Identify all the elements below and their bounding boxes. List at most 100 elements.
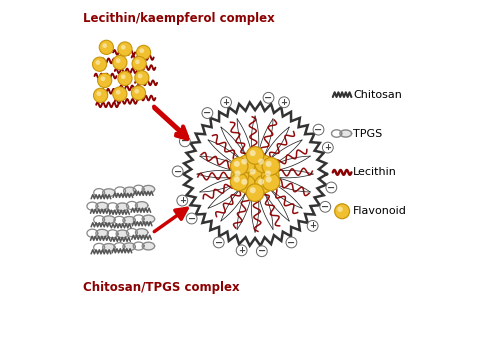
Text: −: − <box>258 246 266 256</box>
Circle shape <box>138 74 142 78</box>
Polygon shape <box>102 244 115 251</box>
Circle shape <box>180 136 190 147</box>
Text: −: − <box>321 202 330 212</box>
Circle shape <box>241 179 248 185</box>
Circle shape <box>246 165 264 183</box>
Circle shape <box>266 176 272 183</box>
Circle shape <box>96 91 102 96</box>
Text: −: − <box>188 214 196 223</box>
Circle shape <box>94 88 108 102</box>
Circle shape <box>231 167 248 185</box>
Circle shape <box>118 71 132 86</box>
Polygon shape <box>102 216 115 223</box>
Polygon shape <box>102 189 115 196</box>
Text: −: − <box>314 125 322 135</box>
Text: +: + <box>179 196 186 205</box>
Circle shape <box>100 76 105 81</box>
Polygon shape <box>142 242 154 250</box>
Circle shape <box>132 56 146 71</box>
Text: −: − <box>214 238 223 247</box>
Polygon shape <box>96 230 108 237</box>
Circle shape <box>135 59 140 64</box>
Circle shape <box>230 158 248 175</box>
Polygon shape <box>142 215 154 223</box>
Circle shape <box>265 170 271 176</box>
Circle shape <box>241 159 248 165</box>
Circle shape <box>116 90 120 95</box>
Circle shape <box>250 187 256 193</box>
Circle shape <box>313 124 324 135</box>
Text: Flavonoid: Flavonoid <box>353 206 407 216</box>
Circle shape <box>334 204 349 219</box>
Polygon shape <box>124 187 136 195</box>
Text: +: + <box>309 221 316 231</box>
Circle shape <box>262 173 280 191</box>
Circle shape <box>258 159 264 165</box>
Circle shape <box>262 158 280 175</box>
Circle shape <box>220 97 232 108</box>
Circle shape <box>113 87 127 101</box>
Circle shape <box>134 71 149 85</box>
Circle shape <box>102 43 107 48</box>
Circle shape <box>234 161 240 167</box>
Circle shape <box>234 170 240 176</box>
Circle shape <box>113 55 127 70</box>
Circle shape <box>322 142 334 153</box>
Circle shape <box>100 40 114 54</box>
Text: Chitosan/TPGS complex: Chitosan/TPGS complex <box>82 281 239 294</box>
Text: TPGS: TPGS <box>353 128 382 139</box>
Text: −: − <box>174 166 182 176</box>
Text: +: + <box>324 143 332 152</box>
Circle shape <box>140 48 144 53</box>
Circle shape <box>186 213 197 224</box>
Circle shape <box>92 57 106 71</box>
Circle shape <box>214 237 224 248</box>
Circle shape <box>172 166 183 177</box>
Circle shape <box>234 176 240 183</box>
Polygon shape <box>136 229 148 236</box>
Text: +: + <box>238 246 245 255</box>
Circle shape <box>254 155 272 173</box>
Circle shape <box>286 237 297 248</box>
Circle shape <box>338 207 343 212</box>
Polygon shape <box>96 202 108 210</box>
Polygon shape <box>136 202 148 209</box>
Text: −: − <box>288 238 296 247</box>
Circle shape <box>326 182 336 193</box>
Text: −: − <box>204 108 212 118</box>
Circle shape <box>263 92 274 103</box>
Polygon shape <box>123 217 136 224</box>
Circle shape <box>256 246 267 257</box>
Text: Lecithin: Lecithin <box>353 167 397 177</box>
Circle shape <box>98 73 112 88</box>
Circle shape <box>96 60 100 65</box>
Circle shape <box>238 175 256 193</box>
Circle shape <box>118 42 132 56</box>
Circle shape <box>136 45 150 59</box>
Circle shape <box>236 245 247 256</box>
Circle shape <box>238 155 256 173</box>
Circle shape <box>278 97 289 108</box>
Text: Chitosan: Chitosan <box>353 90 402 100</box>
Circle shape <box>246 147 264 164</box>
Circle shape <box>116 58 120 63</box>
Polygon shape <box>123 243 136 250</box>
Circle shape <box>246 184 264 201</box>
Circle shape <box>121 74 126 79</box>
Circle shape <box>132 86 145 100</box>
Circle shape <box>258 179 264 185</box>
Circle shape <box>177 195 188 206</box>
Circle shape <box>134 89 139 94</box>
Circle shape <box>250 150 256 156</box>
Circle shape <box>266 161 272 167</box>
Text: −: − <box>264 93 272 103</box>
Circle shape <box>320 201 330 212</box>
Text: +: + <box>222 98 230 107</box>
Text: +: + <box>280 98 287 107</box>
Text: −: − <box>328 183 336 193</box>
Circle shape <box>262 167 279 185</box>
Circle shape <box>254 175 272 193</box>
Circle shape <box>121 45 126 50</box>
Text: Lecithin/kaempferol complex: Lecithin/kaempferol complex <box>82 12 274 25</box>
Circle shape <box>202 107 213 118</box>
